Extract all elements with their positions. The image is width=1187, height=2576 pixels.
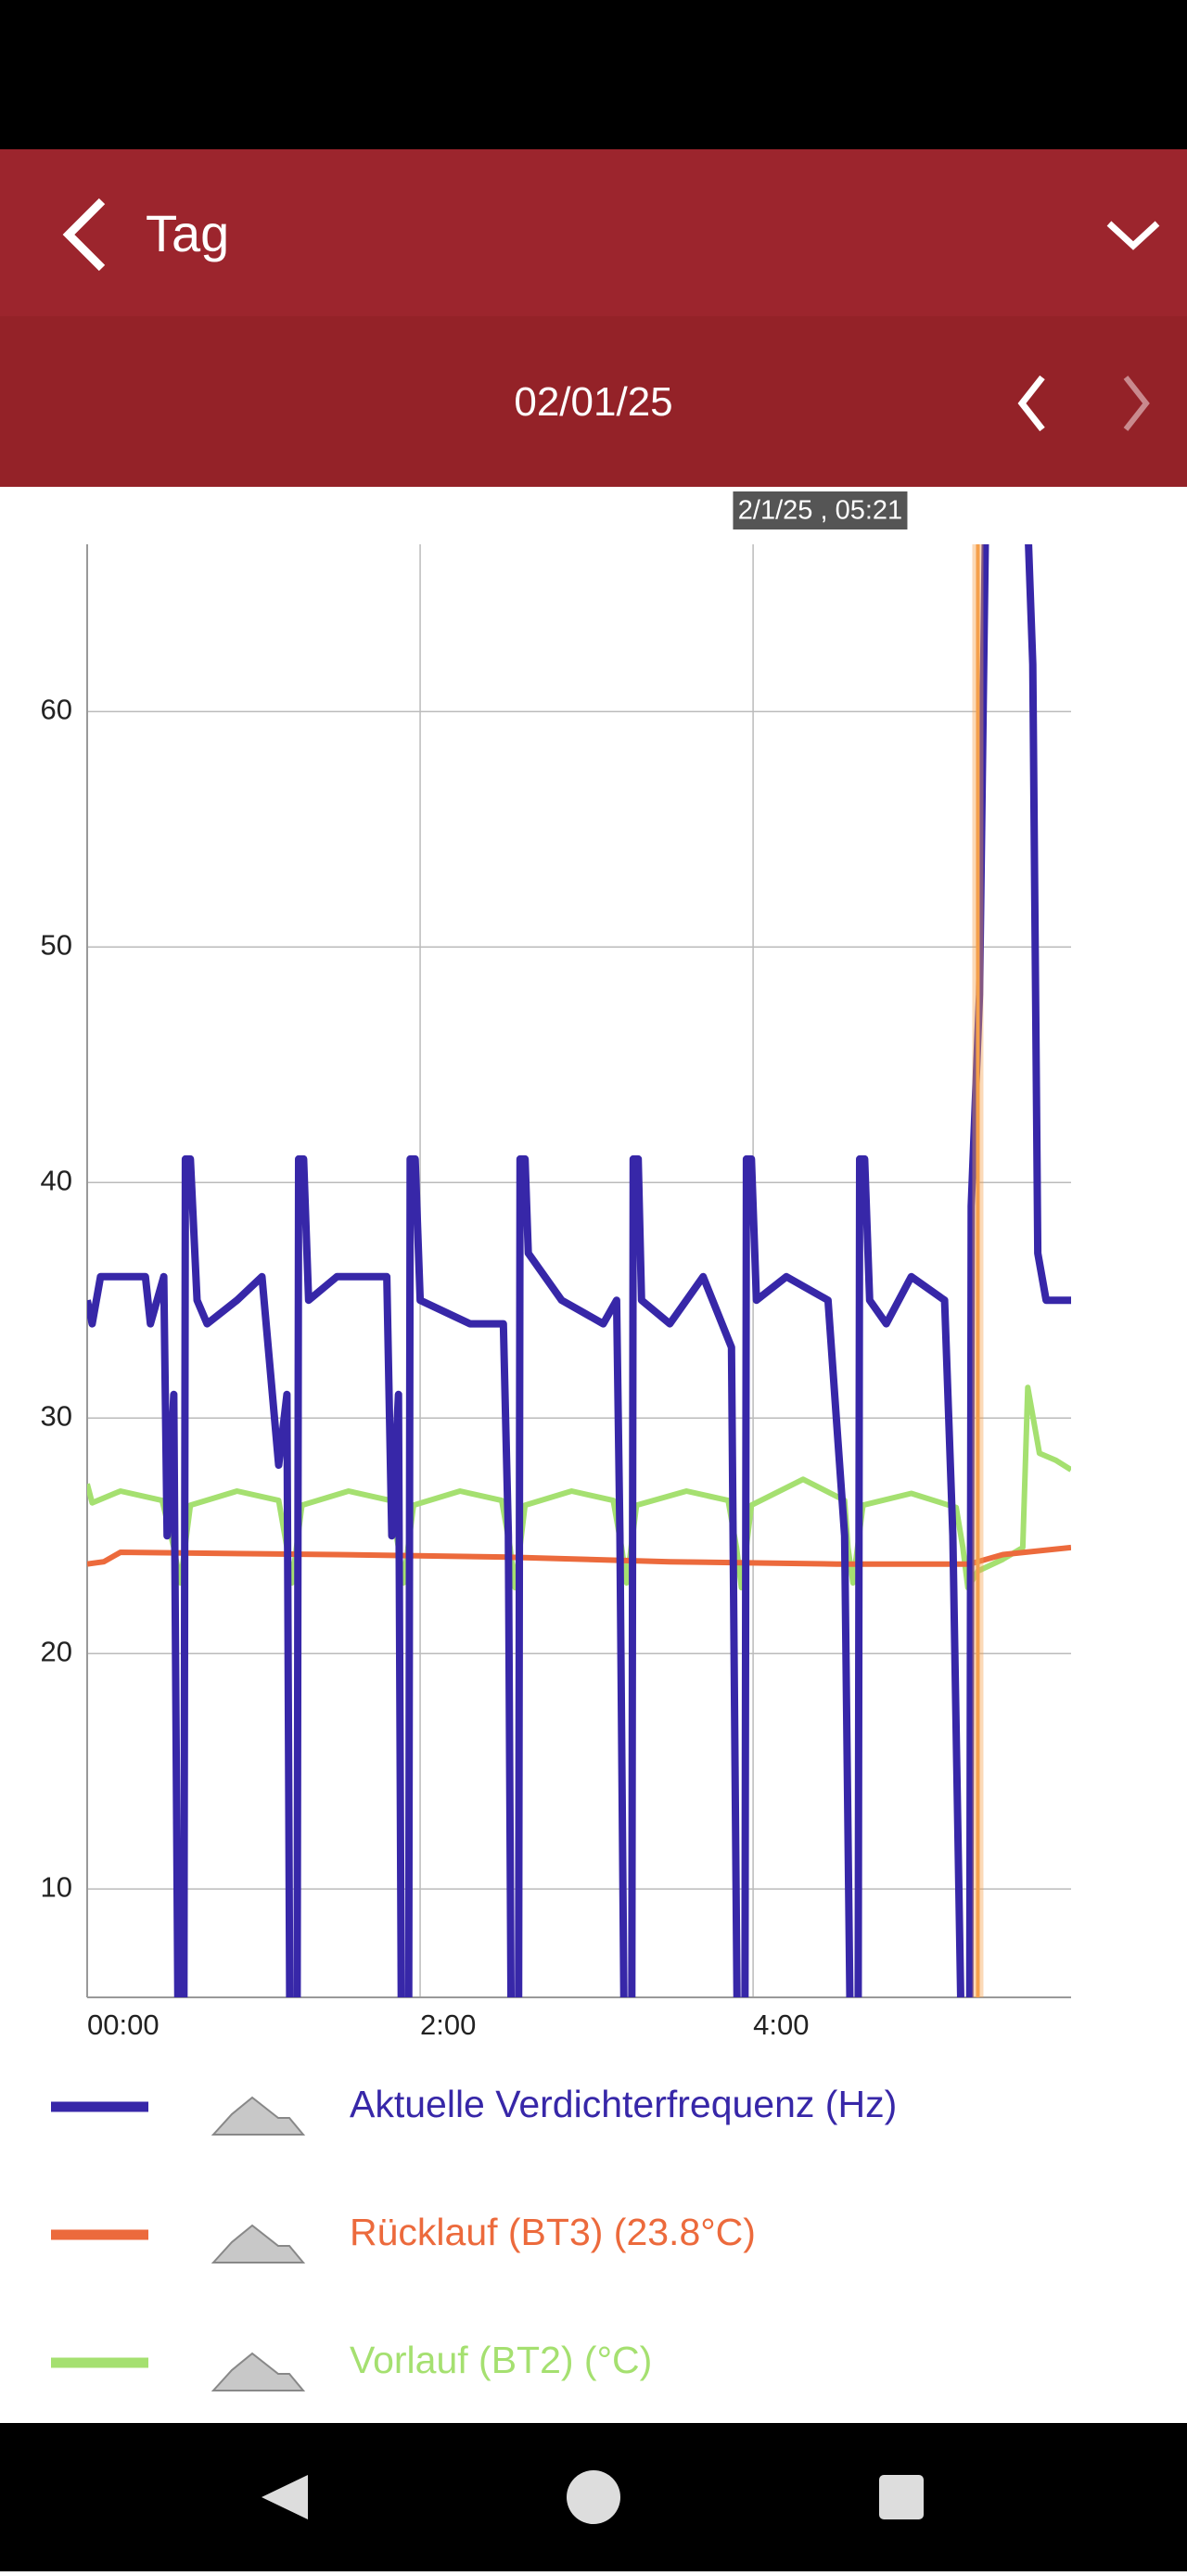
- y-tick-label: 50: [41, 928, 72, 961]
- back-button[interactable]: [62, 198, 106, 272]
- legend-icon: [211, 2224, 306, 2264]
- header-title: Tag: [146, 204, 230, 262]
- series-line: [87, 1544, 1071, 1567]
- cursor-tooltip-bg: [733, 491, 908, 529]
- x-tick-label: 00:00: [87, 2009, 160, 2041]
- y-tick-label: 10: [41, 1870, 72, 1903]
- dropdown-button[interactable]: [1106, 221, 1160, 250]
- status-bar: [0, 0, 1187, 149]
- series-line: [87, 544, 1071, 1997]
- nav-bar: [0, 2423, 1187, 2571]
- legend-icon: [211, 2352, 306, 2391]
- y-tick-label: 30: [41, 1399, 72, 1432]
- legend-label: Rücklauf (BT3) (23.8°C): [350, 2211, 756, 2253]
- y-tick-label: 40: [41, 1164, 72, 1196]
- legend-label: Aktuelle Verdichterfrequenz (Hz): [350, 2083, 897, 2125]
- y-tick-label: 60: [41, 694, 72, 726]
- y-tick-label: 20: [41, 1635, 72, 1667]
- x-tick-label: 4:00: [753, 2009, 809, 2041]
- prev-day-button[interactable]: [1017, 375, 1045, 432]
- x-tick-label: 2:00: [420, 2009, 476, 2041]
- chart: 10 20 30 40 50 60 00:00 2:00 4:00 2/1/25 , 05:21 A…: [41, 491, 1071, 2391]
- header-bar: Tag: [0, 149, 1187, 316]
- plot-area: [87, 544, 1071, 1997]
- header-icons: [62, 198, 1160, 272]
- nav-recents[interactable]: [879, 2475, 924, 2519]
- cursor-tooltip: 2/1/25 , 05:21: [738, 496, 902, 526]
- legend-icon: [211, 2096, 306, 2136]
- next-day-button[interactable]: [1123, 376, 1150, 431]
- legend-label: Vorlauf (BT2) (°C): [350, 2339, 652, 2381]
- date-bar: 02/01/25: [0, 316, 1187, 487]
- date-nav: [1017, 375, 1150, 432]
- nav-icons: [262, 2470, 924, 2524]
- nav-back[interactable]: [262, 2475, 308, 2519]
- date-label: 02/01/25: [514, 379, 673, 425]
- nav-home[interactable]: [567, 2470, 620, 2524]
